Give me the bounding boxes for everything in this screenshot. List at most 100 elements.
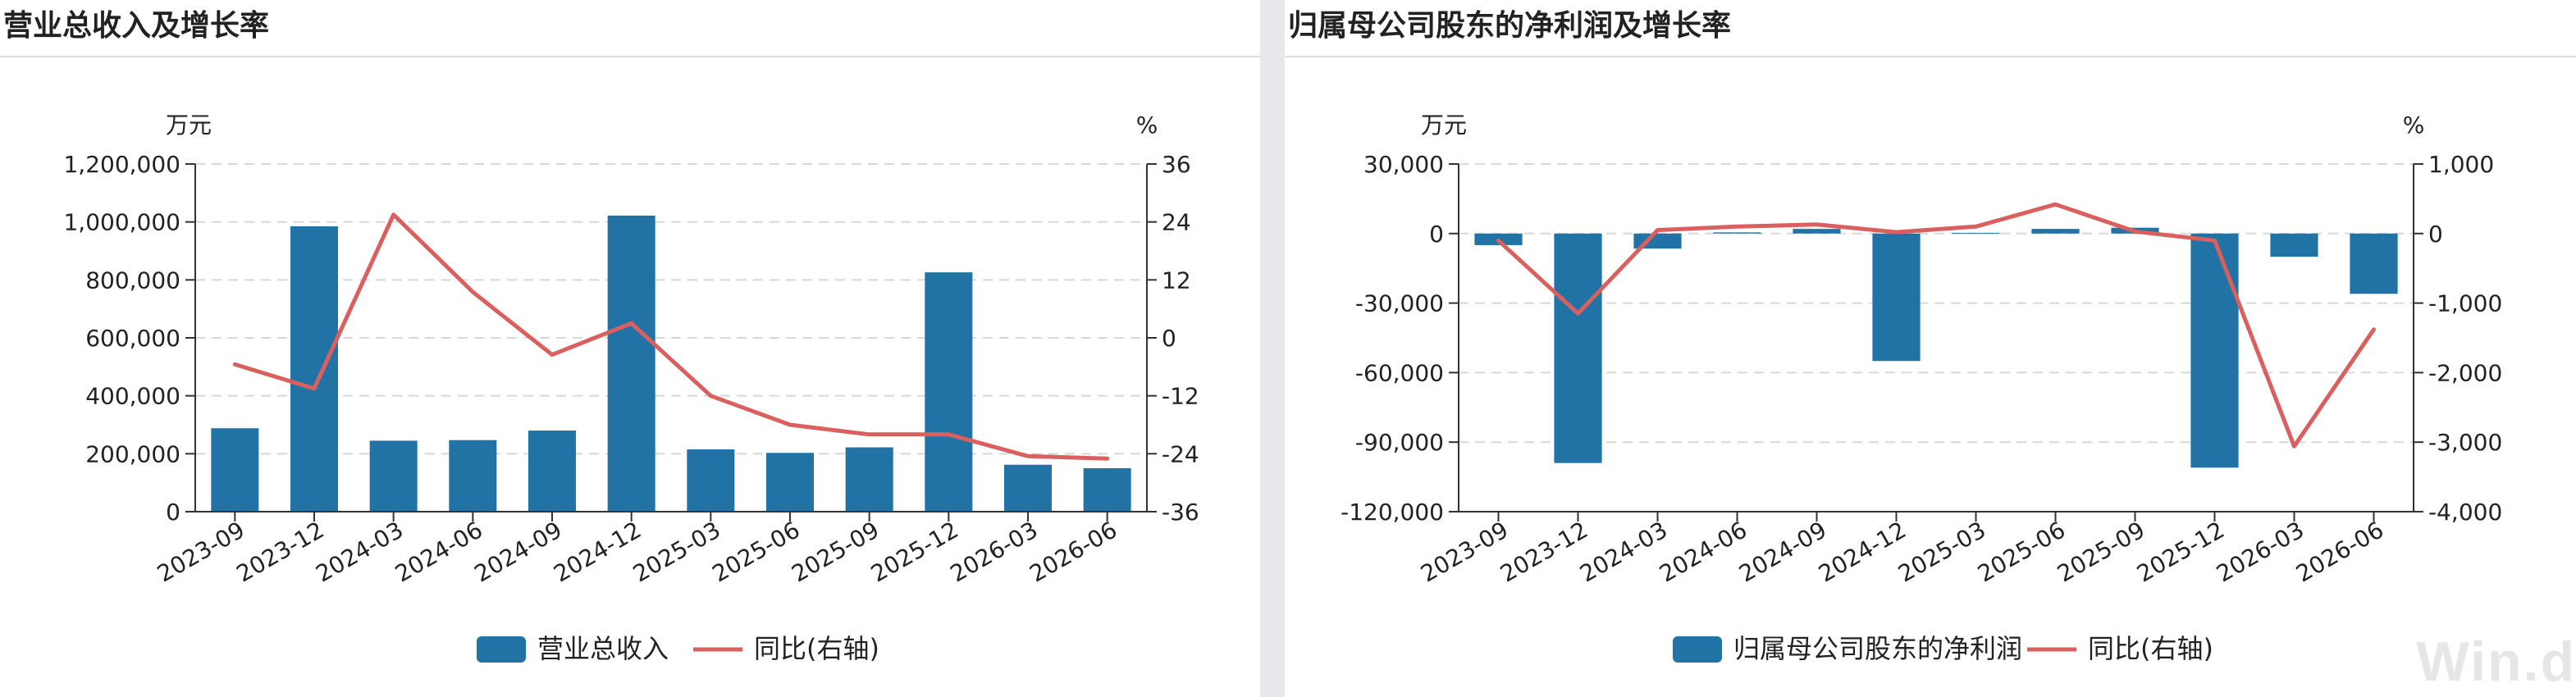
- line-point-2026-06: [2373, 328, 2375, 331]
- bar-2023-12: [290, 226, 338, 512]
- line-point-2024-12: [1895, 230, 1898, 234]
- x-tick-label: 2024-12: [549, 516, 646, 587]
- bar-2023-12: [1554, 233, 1602, 463]
- net-profit-chart-panel: 归属母公司股东的净利润及增长率 -120,000 -90,000 -60,000 -3…: [1285, 0, 2576, 697]
- y2-tick-label: 1,000: [2428, 151, 2494, 178]
- bar-2026-06: [1083, 468, 1131, 512]
- bar-2025-03: [1952, 232, 2000, 234]
- title-divider: [0, 56, 1260, 57]
- x-tick-label: 2026-06: [1025, 516, 1121, 587]
- bar-2026-03: [2270, 233, 2318, 257]
- x-tick-label: 2024-12: [1814, 516, 1911, 587]
- x-tick-label: 2024-03: [311, 516, 408, 587]
- x-tick-label: 2023-12: [232, 516, 329, 587]
- y-tick-label: 0: [166, 499, 180, 526]
- y2-tick-label: 0: [2428, 221, 2443, 248]
- bar-2025-06: [2031, 229, 2080, 234]
- line-point-2025-12: [947, 433, 950, 436]
- left-axis-unit: 万元: [1421, 112, 1467, 139]
- line-point-2024-06: [471, 290, 474, 294]
- y-tick-label: -60,000: [1355, 359, 1444, 386]
- x-tick-label: 2025-06: [1973, 516, 2070, 587]
- legend-line-label: 同比(右轴): [2088, 633, 2213, 664]
- line-point-2024-03: [392, 213, 395, 216]
- revenue-chart-title: 营业总收入及增长率: [3, 9, 270, 43]
- y2-tick-label: -24: [1162, 440, 1199, 467]
- bar-2026-06: [2350, 233, 2398, 294]
- y-tick-label: 0: [1429, 221, 1444, 248]
- y-tick-label: 800,000: [85, 266, 180, 294]
- y2-tick-label: -36: [1162, 499, 1199, 526]
- revenue-chart-panel: 营业总收入及增长率 0 200,000 400,000 600,000 800,000 1…: [0, 0, 1260, 697]
- line-point-2023-12: [1577, 312, 1579, 315]
- y-tick-label: -90,000: [1355, 429, 1444, 456]
- panel-divider: [1260, 0, 1285, 697]
- y-tick-label: -120,000: [1341, 499, 1444, 526]
- y2-tick-label: -1,000: [2428, 290, 2502, 317]
- line-point-2024-09: [550, 353, 554, 357]
- bar-2024-03: [369, 440, 418, 512]
- right-axis-unit: %: [1136, 112, 1158, 139]
- x-tick-label: 2025-03: [1893, 516, 1990, 587]
- line-point-2026-03: [2293, 444, 2295, 448]
- bar-2024-06: [449, 440, 497, 512]
- legend-bar-swatch: [477, 636, 526, 663]
- bar-2024-12: [607, 215, 655, 512]
- x-tick-label: 2025-06: [708, 516, 805, 587]
- line-point-2025-06: [788, 423, 792, 426]
- y2-tick-label: 36: [1162, 151, 1191, 178]
- bar-2024-09: [528, 430, 576, 512]
- line-point-2023-09: [1497, 239, 1500, 242]
- watermark-logo: Win.d: [2416, 631, 2576, 693]
- x-tick-label: 2025-12: [2132, 516, 2229, 587]
- line-point-2025-03: [709, 394, 712, 398]
- x-tick-label: 2023-09: [1416, 516, 1513, 587]
- y-tick-label: 1,200,000: [63, 151, 180, 178]
- line-point-2024-03: [1656, 229, 1659, 232]
- y-tick-label: 30,000: [1363, 151, 1444, 178]
- x-tick-label: 2024-09: [470, 516, 567, 587]
- y-tick-label: 1,000,000: [63, 209, 180, 236]
- x-tick-label: 2026-03: [2212, 516, 2309, 587]
- line-point-2026-06: [1106, 457, 1109, 460]
- bar-2024-12: [1872, 233, 1921, 362]
- line-point-2025-12: [2213, 239, 2216, 242]
- revenue-chart: 0 200,000 400,000 600,000 800,000 1,000,000 1,…: [63, 112, 1199, 664]
- x-tick-label: 2024-06: [391, 516, 487, 587]
- net-profit-chart-title: 归属母公司股东的净利润及增长率: [1288, 9, 1732, 43]
- title-divider: [1285, 56, 2576, 57]
- y2-tick-label: -3,000: [2428, 429, 2502, 456]
- yoy-growth-line: [232, 212, 1110, 461]
- legend-bar-label: 营业总收入: [537, 633, 669, 664]
- x-tick-label: 2025-09: [787, 516, 884, 587]
- bar-2026-03: [1004, 464, 1052, 512]
- line-point-2026-03: [1026, 454, 1030, 458]
- bar-2024-06: [1713, 232, 1761, 234]
- x-tick-label: 2024-06: [1655, 516, 1752, 587]
- y2-tick-label: -12: [1162, 383, 1199, 410]
- x-tick-label: 2026-03: [946, 516, 1043, 587]
- line-point-2025-03: [1975, 225, 1977, 228]
- y2-tick-label: -4,000: [2428, 499, 2502, 526]
- line-point-2025-09: [2134, 230, 2136, 233]
- left-axis-unit: 万元: [166, 112, 212, 139]
- line-point-2023-09: [233, 362, 236, 366]
- bar-2025-12: [2190, 233, 2239, 468]
- x-tick-label: 2024-03: [1575, 516, 1672, 587]
- x-tick-label: 2023-12: [1496, 516, 1592, 587]
- line-point-2023-12: [313, 387, 316, 390]
- legend-bar-swatch: [1673, 636, 1722, 663]
- y2-tick-label: 12: [1162, 266, 1191, 294]
- net-profit-chart: -120,000 -90,000 -60,000 -30,000 0 30,000 -4,0…: [1341, 112, 2502, 664]
- line-point-2024-09: [1816, 223, 1818, 226]
- legend-line-label: 同比(右轴): [754, 633, 879, 664]
- line-point-2025-09: [868, 433, 871, 436]
- x-tick-label: 2025-09: [2053, 516, 2149, 587]
- bar-2025-06: [766, 453, 814, 512]
- y-tick-label: -30,000: [1355, 290, 1444, 317]
- x-tick-label: 2025-03: [628, 516, 725, 587]
- bar-2023-09: [211, 428, 259, 512]
- x-tick-label: 2024-09: [1734, 516, 1831, 587]
- x-tick-label: 2023-09: [153, 516, 249, 587]
- bar-2025-12: [925, 272, 973, 512]
